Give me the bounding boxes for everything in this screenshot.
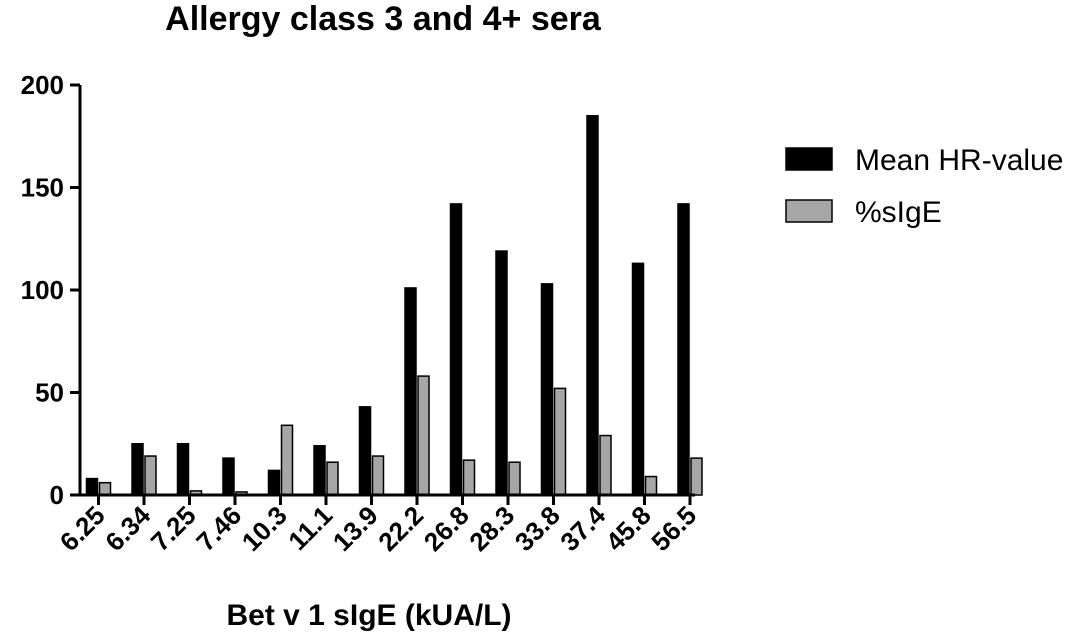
- bar-sige-26_8: [462, 459, 476, 496]
- x-tick-label-7_25: 7.25: [145, 500, 202, 557]
- bar-sige-11_1: [326, 461, 339, 496]
- bar-mean-hr-26_8: [449, 203, 463, 496]
- x-axis-title: Bet v 1 sIgE (kUA/L): [226, 599, 511, 632]
- bar-sige-10_3: [280, 424, 294, 496]
- bar-mean-hr-37_4: [586, 115, 599, 496]
- legend-label-sige: %sIgE: [855, 196, 942, 229]
- bar-mean-hr-22_2: [404, 287, 417, 496]
- bar-mean-hr-56_5: [677, 203, 690, 496]
- bar-mean-hr-10_3: [267, 469, 281, 496]
- legend-label-mean-hr: Mean HR-value: [855, 144, 1063, 177]
- legend: Mean HR-value %sIgE: [785, 144, 1063, 229]
- bar-sige-45_8: [644, 475, 658, 496]
- bar-mean-hr-45_8: [631, 262, 645, 496]
- y-tick-label-200: 200: [21, 70, 64, 100]
- bar-mean-hr-6_25: [85, 477, 99, 496]
- x-tick-label-33_8: 33.8: [509, 500, 566, 557]
- bar-sige-6_34: [144, 455, 157, 496]
- x-tick-label-6_34: 6.34: [99, 500, 156, 557]
- y-tick-label-50: 50: [35, 378, 64, 408]
- bar-mean-hr-28_3: [495, 250, 508, 496]
- bar-mean-hr-7_25: [176, 443, 190, 496]
- x-axis: 6.256.347.257.4610.311.113.922.226.828.3…: [54, 493, 702, 557]
- x-tick-label-11_1: 11.1: [282, 500, 338, 556]
- bar-sige-56_5: [690, 457, 703, 496]
- y-tick-label-100: 100: [21, 275, 64, 305]
- bar-sige-33_8: [553, 387, 567, 496]
- x-tick-label-37_4: 37.4: [554, 500, 611, 557]
- chart-title: Allergy class 3 and 4+ sera: [165, 0, 602, 38]
- legend-swatch-mean-hr: [785, 147, 833, 171]
- bar-sige-37_4: [599, 434, 612, 496]
- bar-mean-hr-11_1: [313, 445, 326, 496]
- bar-sige-22_2: [417, 375, 430, 496]
- y-tick-label-150: 150: [21, 173, 64, 203]
- bar-mean-hr-6_34: [131, 443, 144, 496]
- y-tick-label-0: 0: [50, 480, 64, 510]
- bar-sige-13_9: [371, 455, 385, 496]
- x-tick-label-10_3: 10.3: [236, 500, 293, 557]
- bar-mean-hr-13_9: [358, 406, 372, 496]
- bars-group: [85, 115, 703, 496]
- x-tick-label-28_3: 28.3: [463, 500, 520, 557]
- legend-swatch-sige: [785, 199, 833, 223]
- x-tick-label-7_46: 7.46: [190, 500, 247, 557]
- x-tick-label-13_9: 13.9: [327, 500, 384, 557]
- bar-mean-hr-7_46: [222, 457, 235, 496]
- y-axis: 0 50 100 150 200: [21, 70, 82, 510]
- x-tick-label-45_8: 45.8: [600, 500, 657, 557]
- x-tick-label-22_2: 22.2: [372, 500, 429, 557]
- x-tick-label-26_8: 26.8: [418, 500, 475, 557]
- bar-mean-hr-33_8: [540, 283, 554, 496]
- bar-sige-28_3: [508, 461, 521, 496]
- bar-sige-6_25: [98, 481, 112, 496]
- x-tick-label-56_5: 56.5: [645, 500, 702, 557]
